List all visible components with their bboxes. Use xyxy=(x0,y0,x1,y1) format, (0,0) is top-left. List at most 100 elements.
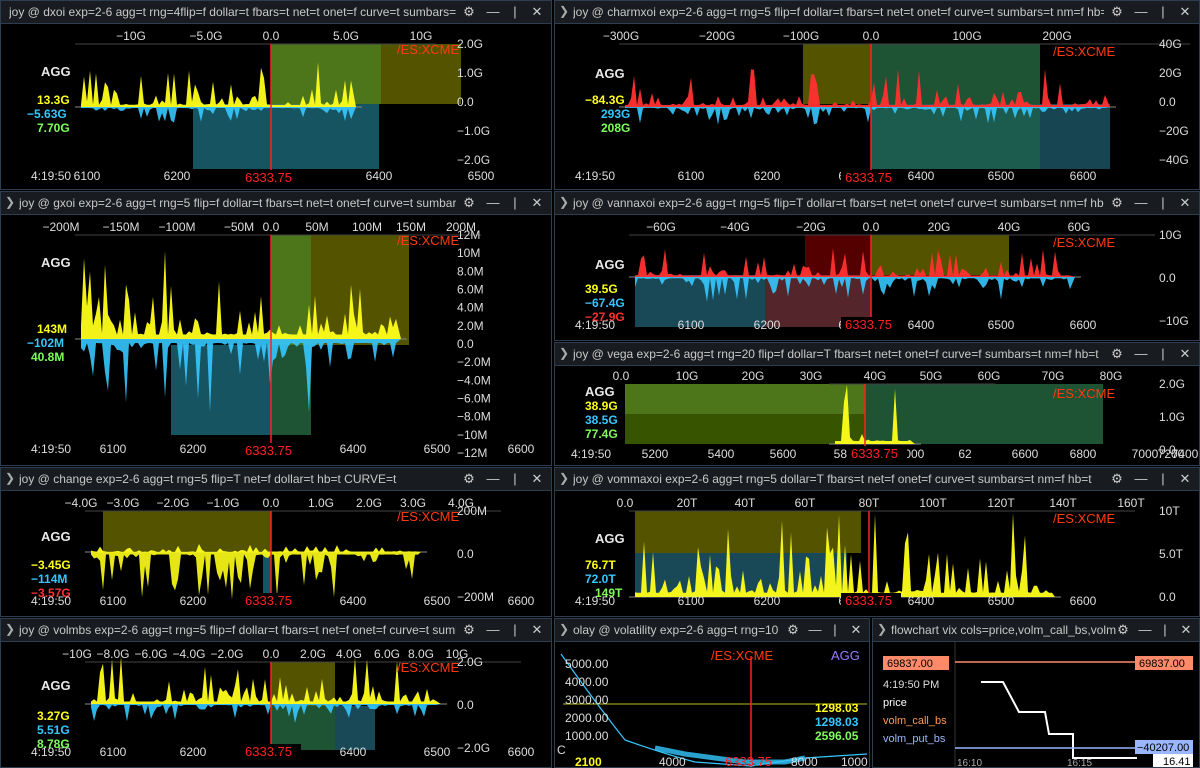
close-icon[interactable]: ✕ xyxy=(1179,195,1191,210)
right-tick-label: 1.0G xyxy=(457,66,483,80)
close-icon[interactable]: ✕ xyxy=(1180,622,1192,637)
chevron-right-icon[interactable]: ❯ xyxy=(559,195,570,209)
bottom-tick-label: 6100 xyxy=(678,594,705,608)
right-tick-label: 5.0T xyxy=(1159,547,1184,561)
flowchart-titlebar[interactable]: ❯ flowchart vix cols=price,volm_call_bs,… xyxy=(873,619,1199,642)
top-tick-label: 40T xyxy=(735,496,756,510)
minimize-icon[interactable]: — xyxy=(1134,195,1148,210)
agg-value-2: −114M xyxy=(31,572,67,586)
chevron-right-icon[interactable]: ❯ xyxy=(5,471,16,485)
minimize-icon[interactable]: — xyxy=(486,4,500,19)
minimize-icon[interactable]: — xyxy=(808,622,822,637)
vega-titlebar[interactable]: ❯ joy @ vega exp=2-6 agg=t rng=20 flip=f… xyxy=(555,343,1199,366)
top-tick-label: 150M xyxy=(396,220,426,234)
bottom-tick-label: 6800 xyxy=(1070,447,1097,461)
agg-label: AGG xyxy=(595,257,625,272)
right-tick-label: 2.0G xyxy=(1159,377,1185,391)
change-titlebar[interactable]: ❯ joy @ change exp=2-6 agg=t rng=5 flip=… xyxy=(1,468,551,491)
minimize-icon[interactable]: — xyxy=(1134,471,1148,486)
chevron-right-icon[interactable]: ❯ xyxy=(559,622,570,636)
right-tick-label: 12M xyxy=(457,228,480,242)
top-tick-label: 200G xyxy=(1042,29,1071,43)
gear-icon[interactable]: ⚙ xyxy=(1111,195,1123,210)
dxoi-titlebar[interactable]: joy @ dxoi exp=2-6 agg=t rng=4flip=f dol… xyxy=(1,1,551,24)
close-icon[interactable]: ✕ xyxy=(531,195,543,210)
gear-icon[interactable]: ⚙ xyxy=(1111,346,1123,361)
maximize-icon[interactable]: | xyxy=(1163,622,1167,637)
minimize-icon[interactable]: — xyxy=(1138,622,1152,637)
right-tick-label: −200M xyxy=(457,590,494,604)
maximize-icon[interactable]: | xyxy=(1161,4,1165,19)
chevron-right-icon[interactable]: ❯ xyxy=(5,622,16,636)
maximize-icon[interactable]: | xyxy=(1161,346,1165,361)
close-icon[interactable]: ✕ xyxy=(1179,4,1191,19)
close-icon[interactable]: ✕ xyxy=(1179,346,1191,361)
close-icon[interactable]: ✕ xyxy=(531,471,543,486)
vommaxoi-titlebar[interactable]: ❯ joy @ vommaxoi exp=2-6 agg=t rng=5 dol… xyxy=(555,468,1199,491)
gear-icon[interactable]: ⚙ xyxy=(1111,4,1123,19)
chevron-right-icon[interactable]: ❯ xyxy=(559,471,570,485)
gear-icon[interactable]: ⚙ xyxy=(1111,471,1123,486)
bottom-tick-label: 6400 xyxy=(908,594,935,608)
agg-label: AGG xyxy=(41,64,71,79)
maximize-icon[interactable]: | xyxy=(513,622,517,637)
top-tick-label: 80G xyxy=(1100,369,1123,383)
top-tick-label: 2.0G xyxy=(300,647,326,661)
minimize-icon[interactable]: — xyxy=(1134,346,1148,361)
close-icon[interactable]: ✕ xyxy=(850,622,862,637)
right-tick-label: 0.0 xyxy=(457,547,474,561)
right-tick-label: 10G xyxy=(1159,228,1182,242)
close-icon[interactable]: ✕ xyxy=(531,4,543,19)
charmxoi-panel: ❯ joy @ charmxoi exp=2-6 agg=t rng=5 fli… xyxy=(554,0,1200,190)
chevron-right-icon[interactable]: ❯ xyxy=(5,195,16,209)
top-tick-label: 0.0 xyxy=(863,29,880,43)
minimize-icon[interactable]: — xyxy=(1134,4,1148,19)
gear-icon[interactable]: ⚙ xyxy=(463,4,475,19)
maximize-icon[interactable]: | xyxy=(1161,195,1165,210)
gxoi-chart: −200M −150M −100M −50M 0.0 50M 100M 150M 200M12M… xyxy=(27,220,535,460)
maximize-icon[interactable]: | xyxy=(833,622,837,637)
bottom-tick-label: 5400 xyxy=(708,447,735,461)
chevron-right-icon[interactable]: ❯ xyxy=(559,4,570,18)
bottom-tick-label: 6200 xyxy=(180,594,207,608)
close-icon[interactable]: ✕ xyxy=(1179,471,1191,486)
bottom-tick-label: 6500 xyxy=(988,318,1015,332)
bottom-tick-label: 6200 xyxy=(754,318,781,332)
right-tick-label: 8.0M xyxy=(457,264,484,278)
corner-label: C xyxy=(557,743,566,757)
agg-value-3: 77.4G xyxy=(585,427,618,441)
value-tag-bg xyxy=(1153,754,1193,767)
chevron-right-icon[interactable]: ❯ xyxy=(877,622,888,636)
gear-icon[interactable]: ⚙ xyxy=(1117,622,1129,637)
volmbs-titlebar[interactable]: ❯ joy @ volmbs exp=2-6 agg=t rng=5 flip=… xyxy=(1,619,551,642)
olay-titlebar[interactable]: ❯ olay @ volatility exp=2-6 agg=t rng=10… xyxy=(555,619,869,642)
close-icon[interactable]: ✕ xyxy=(531,622,543,637)
chevron-right-icon[interactable]: ❯ xyxy=(559,346,570,360)
gxoi-titlebar[interactable]: ❯ joy @ gxoi exp=2-6 agg=t rng=5 flip=f … xyxy=(1,192,551,215)
maximize-icon[interactable]: | xyxy=(513,471,517,486)
charmxoi-titlebar[interactable]: ❯ joy @ charmxoi exp=2-6 agg=t rng=5 fli… xyxy=(555,1,1199,24)
minimize-icon[interactable]: — xyxy=(486,471,500,486)
maximize-icon[interactable]: | xyxy=(513,4,517,19)
change-title: joy @ change exp=2-6 agg=t rng=5 flip=T … xyxy=(19,472,397,486)
top-tick-label: −1.0G xyxy=(206,496,239,510)
olay-title: olay @ volatility exp=2-6 agg=t rng=10 xyxy=(573,623,779,637)
price-marker-label: 6333.75 xyxy=(245,443,292,458)
exchange-label: /ES:XCME xyxy=(397,509,459,524)
top-tick-label: 10G xyxy=(410,29,433,43)
gear-icon[interactable]: ⚙ xyxy=(463,471,475,486)
gear-icon[interactable]: ⚙ xyxy=(463,195,475,210)
gear-icon[interactable]: ⚙ xyxy=(463,622,475,637)
maximize-icon[interactable]: | xyxy=(1161,471,1165,486)
bottom-tick-label: 7400 xyxy=(1172,447,1199,461)
minimize-icon[interactable]: — xyxy=(486,195,500,210)
bottom-tick-label: 5600 xyxy=(770,447,797,461)
top-tick-label: 60G xyxy=(1068,220,1091,234)
maximize-icon[interactable]: | xyxy=(513,195,517,210)
gear-icon[interactable]: ⚙ xyxy=(787,622,799,637)
minimize-icon[interactable]: — xyxy=(486,622,500,637)
volmbs-panel: ❯ joy @ volmbs exp=2-6 agg=t rng=5 flip=… xyxy=(0,618,552,768)
volatility-band xyxy=(654,745,806,765)
bottom-tick-label: 6100 xyxy=(100,442,127,456)
vannaxoi-titlebar[interactable]: ❯ joy @ vannaxoi exp=2-6 agg=t rng=5 fli… xyxy=(555,192,1199,215)
